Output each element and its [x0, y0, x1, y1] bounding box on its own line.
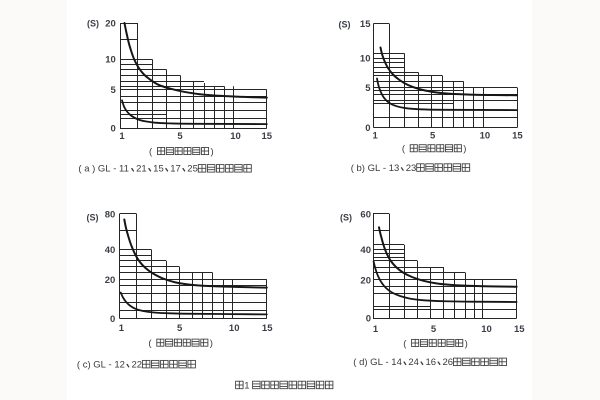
svg-text:10: 10 [229, 323, 240, 334]
svg-text:40: 40 [360, 245, 371, 256]
svg-text:1: 1 [373, 324, 379, 335]
svg-text:): ) [465, 338, 468, 349]
svg-text:1: 1 [119, 323, 125, 334]
svg-text:): ) [210, 146, 213, 157]
svg-text:( c) GL - 12: ( c) GL - 12 [77, 360, 125, 371]
svg-text:1: 1 [244, 380, 252, 391]
svg-text:0: 0 [366, 314, 371, 325]
svg-text:5: 5 [365, 83, 371, 94]
svg-text:0: 0 [365, 123, 370, 134]
svg-text:10: 10 [481, 324, 492, 335]
svg-text:( a ) GL - 11: ( a ) GL - 11 [78, 164, 129, 175]
svg-text:1: 1 [119, 131, 125, 142]
svg-text:5: 5 [430, 131, 436, 142]
svg-text:(S): (S) [340, 212, 352, 222]
svg-text:5: 5 [177, 131, 183, 142]
svg-text:80: 80 [105, 209, 116, 220]
svg-text:15: 15 [360, 19, 371, 30]
svg-text:24: 24 [408, 357, 419, 368]
svg-text:(S): (S) [87, 212, 99, 222]
svg-text:40: 40 [105, 245, 116, 256]
svg-text:5: 5 [431, 324, 437, 335]
svg-text:17: 17 [170, 164, 181, 175]
svg-text:10: 10 [480, 131, 491, 142]
svg-text:5: 5 [111, 85, 117, 96]
svg-text:5: 5 [177, 323, 183, 334]
svg-text:25: 25 [187, 164, 198, 175]
svg-text:15: 15 [512, 131, 523, 142]
svg-text:10: 10 [230, 131, 241, 142]
svg-text:1: 1 [373, 131, 379, 142]
svg-text:(S): (S) [87, 18, 99, 28]
svg-text:(: ( [402, 144, 406, 155]
svg-text:10: 10 [105, 55, 116, 66]
svg-text:15: 15 [262, 131, 273, 142]
svg-text:): ) [463, 144, 466, 155]
svg-text:15: 15 [514, 324, 525, 335]
svg-text:22: 22 [131, 360, 142, 371]
svg-text:23: 23 [406, 163, 417, 174]
svg-text:20: 20 [105, 18, 116, 29]
svg-text:(: ( [403, 338, 407, 349]
svg-text:(S): (S) [339, 19, 351, 29]
svg-text:21: 21 [136, 164, 147, 175]
svg-text:26: 26 [443, 357, 454, 368]
svg-text:15: 15 [262, 323, 273, 334]
svg-text:(: ( [149, 146, 153, 157]
svg-text:60: 60 [360, 209, 371, 220]
svg-text:20: 20 [105, 275, 116, 286]
svg-text:(: ( [148, 338, 152, 349]
svg-text:16: 16 [425, 357, 436, 368]
svg-text:): ) [210, 338, 213, 349]
svg-text:20: 20 [360, 275, 371, 286]
svg-text:( b) GL - 13: ( b) GL - 13 [351, 163, 400, 174]
svg-text:0: 0 [110, 314, 115, 325]
svg-text:10: 10 [360, 53, 371, 64]
svg-text:( d) GL - 14: ( d) GL - 14 [353, 357, 402, 368]
svg-text:0: 0 [111, 123, 116, 134]
svg-text:15: 15 [153, 164, 164, 175]
